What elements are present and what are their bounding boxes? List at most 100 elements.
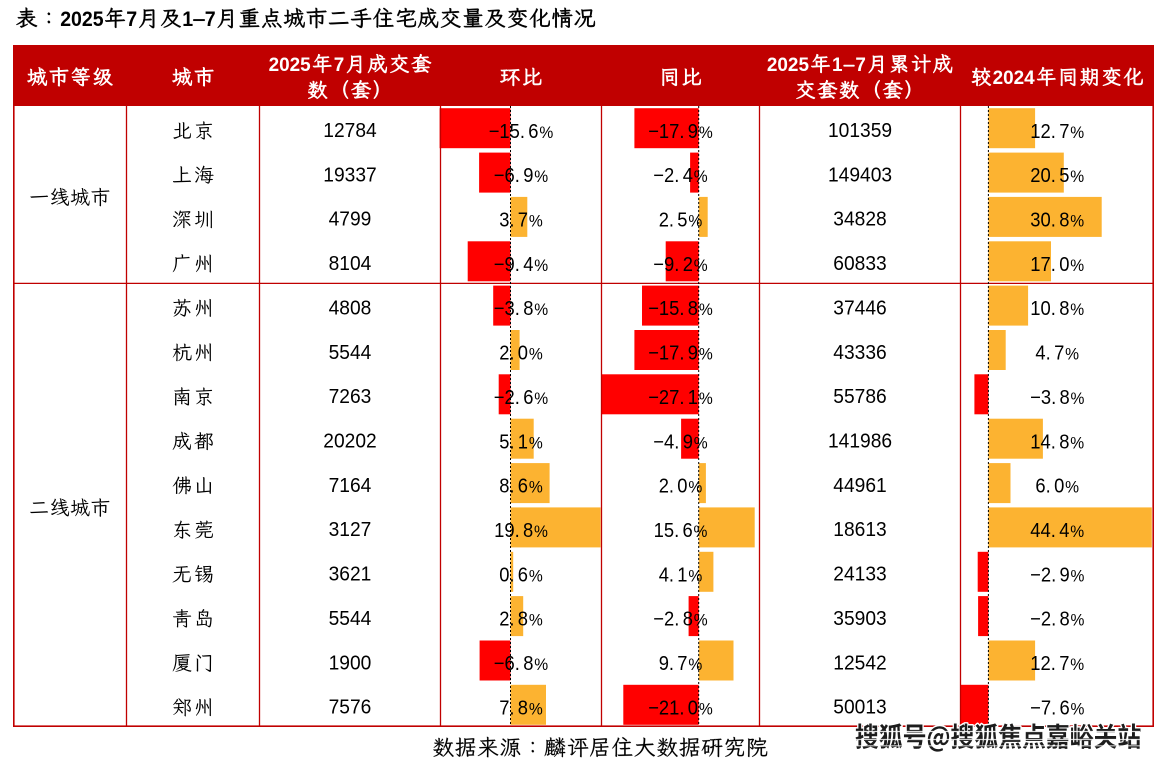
svg-text:%: % bbox=[688, 479, 702, 497]
svg-text:%: % bbox=[694, 523, 708, 541]
svg-text:8: 8 bbox=[1059, 298, 1069, 320]
svg-text:7: 7 bbox=[1059, 653, 1069, 675]
svg-text:2025: 2025 bbox=[60, 8, 104, 31]
svg-text:2.: 2. bbox=[499, 343, 514, 365]
svg-text:%: % bbox=[694, 612, 708, 630]
svg-text:35903: 35903 bbox=[833, 608, 886, 630]
svg-text:50013: 50013 bbox=[833, 697, 886, 719]
svg-text:2025: 2025 bbox=[269, 54, 311, 76]
svg-text:%: % bbox=[1070, 301, 1084, 319]
svg-text:8: 8 bbox=[1060, 609, 1070, 631]
svg-text:8.: 8. bbox=[499, 476, 514, 498]
svg-text:7576: 7576 bbox=[329, 697, 372, 719]
svg-text:%: % bbox=[699, 390, 713, 408]
svg-text:8: 8 bbox=[518, 609, 528, 631]
svg-text:−21.: −21. bbox=[648, 697, 684, 719]
svg-text:7164: 7164 bbox=[329, 475, 372, 497]
svg-text:%: % bbox=[1071, 390, 1085, 408]
svg-text:9: 9 bbox=[683, 431, 693, 453]
svg-text:8: 8 bbox=[523, 520, 533, 542]
svg-text:−27.: −27. bbox=[648, 387, 684, 409]
svg-text:%: % bbox=[1070, 523, 1084, 541]
svg-text:−4.: −4. bbox=[653, 431, 679, 453]
svg-text:%: % bbox=[694, 257, 708, 275]
svg-text:5.: 5. bbox=[499, 431, 514, 453]
svg-text:%: % bbox=[529, 612, 543, 630]
svg-text:8: 8 bbox=[683, 609, 693, 631]
svg-text:4.: 4. bbox=[1035, 343, 1050, 365]
svg-text:14.: 14. bbox=[1030, 431, 1056, 453]
svg-text:7: 7 bbox=[855, 54, 866, 76]
svg-text:0.: 0. bbox=[499, 564, 514, 586]
svg-text:1900: 1900 bbox=[329, 652, 372, 674]
svg-text:1: 1 bbox=[688, 387, 698, 409]
svg-text:7: 7 bbox=[205, 8, 216, 31]
svg-text:9: 9 bbox=[1060, 564, 1070, 586]
svg-text:2024: 2024 bbox=[993, 67, 1035, 89]
svg-text:%: % bbox=[688, 213, 702, 231]
svg-text:12784: 12784 bbox=[323, 120, 376, 142]
svg-text:%: % bbox=[1070, 434, 1084, 452]
svg-text:12542: 12542 bbox=[833, 652, 886, 674]
svg-text:%: % bbox=[534, 523, 548, 541]
svg-text:60833: 60833 bbox=[833, 253, 886, 275]
svg-text:0: 0 bbox=[1054, 476, 1064, 498]
svg-text:2025: 2025 bbox=[767, 54, 809, 76]
svg-text:9.: 9. bbox=[659, 653, 674, 675]
svg-text:%: % bbox=[1071, 700, 1085, 718]
svg-text:8: 8 bbox=[1060, 387, 1070, 409]
svg-text:%: % bbox=[534, 301, 548, 319]
svg-text:101359: 101359 bbox=[828, 120, 892, 142]
svg-text:4.: 4. bbox=[659, 564, 674, 586]
svg-text:43336: 43336 bbox=[833, 342, 886, 364]
svg-text:7: 7 bbox=[677, 653, 687, 675]
svg-text:7: 7 bbox=[334, 54, 345, 76]
svg-text:%: % bbox=[699, 124, 713, 142]
svg-text:19.: 19. bbox=[494, 520, 520, 542]
svg-text:6: 6 bbox=[528, 121, 538, 143]
svg-text:%: % bbox=[534, 656, 548, 674]
svg-text:0: 0 bbox=[518, 343, 528, 365]
svg-text:6.: 6. bbox=[1035, 476, 1050, 498]
svg-text:7: 7 bbox=[126, 8, 137, 31]
svg-text:0: 0 bbox=[677, 476, 687, 498]
svg-text:−6.: −6. bbox=[494, 165, 520, 187]
svg-text:9: 9 bbox=[688, 343, 698, 365]
svg-text:5: 5 bbox=[1059, 165, 1069, 187]
svg-text:%: % bbox=[529, 434, 543, 452]
svg-text:%: % bbox=[1070, 213, 1084, 231]
svg-text:%: % bbox=[1070, 168, 1084, 186]
svg-text:2.: 2. bbox=[659, 476, 674, 498]
svg-text:141986: 141986 bbox=[828, 431, 892, 453]
svg-text:5: 5 bbox=[677, 210, 687, 232]
svg-text:−2.: −2. bbox=[1030, 564, 1056, 586]
svg-text:%: % bbox=[699, 301, 713, 319]
svg-text:%: % bbox=[688, 656, 702, 674]
svg-text:0: 0 bbox=[1059, 254, 1069, 276]
svg-text:12.: 12. bbox=[1030, 121, 1056, 143]
svg-text:%: % bbox=[699, 346, 713, 364]
svg-text:%: % bbox=[529, 213, 543, 231]
svg-text:2.: 2. bbox=[499, 609, 514, 631]
svg-text:−2.: −2. bbox=[653, 609, 679, 631]
svg-text:%: % bbox=[539, 124, 553, 142]
svg-text:2.: 2. bbox=[659, 210, 674, 232]
svg-text:%: % bbox=[1065, 479, 1079, 497]
svg-text:19337: 19337 bbox=[323, 164, 376, 186]
svg-text:37446: 37446 bbox=[833, 297, 886, 319]
svg-text:20202: 20202 bbox=[323, 431, 376, 453]
svg-text:9: 9 bbox=[688, 121, 698, 143]
svg-text:9: 9 bbox=[523, 165, 533, 187]
svg-text:%: % bbox=[534, 168, 548, 186]
svg-text:%: % bbox=[1070, 257, 1084, 275]
svg-text:1: 1 bbox=[677, 564, 687, 586]
svg-text:%: % bbox=[534, 390, 548, 408]
svg-text:−3.: −3. bbox=[494, 298, 520, 320]
svg-text:−2.: −2. bbox=[653, 165, 679, 187]
svg-text:10.: 10. bbox=[1030, 298, 1056, 320]
svg-text:−9.: −9. bbox=[494, 254, 520, 276]
svg-text:8: 8 bbox=[518, 697, 528, 719]
svg-text:6: 6 bbox=[518, 476, 528, 498]
svg-text:149403: 149403 bbox=[828, 164, 892, 186]
svg-text:%: % bbox=[688, 567, 702, 585]
